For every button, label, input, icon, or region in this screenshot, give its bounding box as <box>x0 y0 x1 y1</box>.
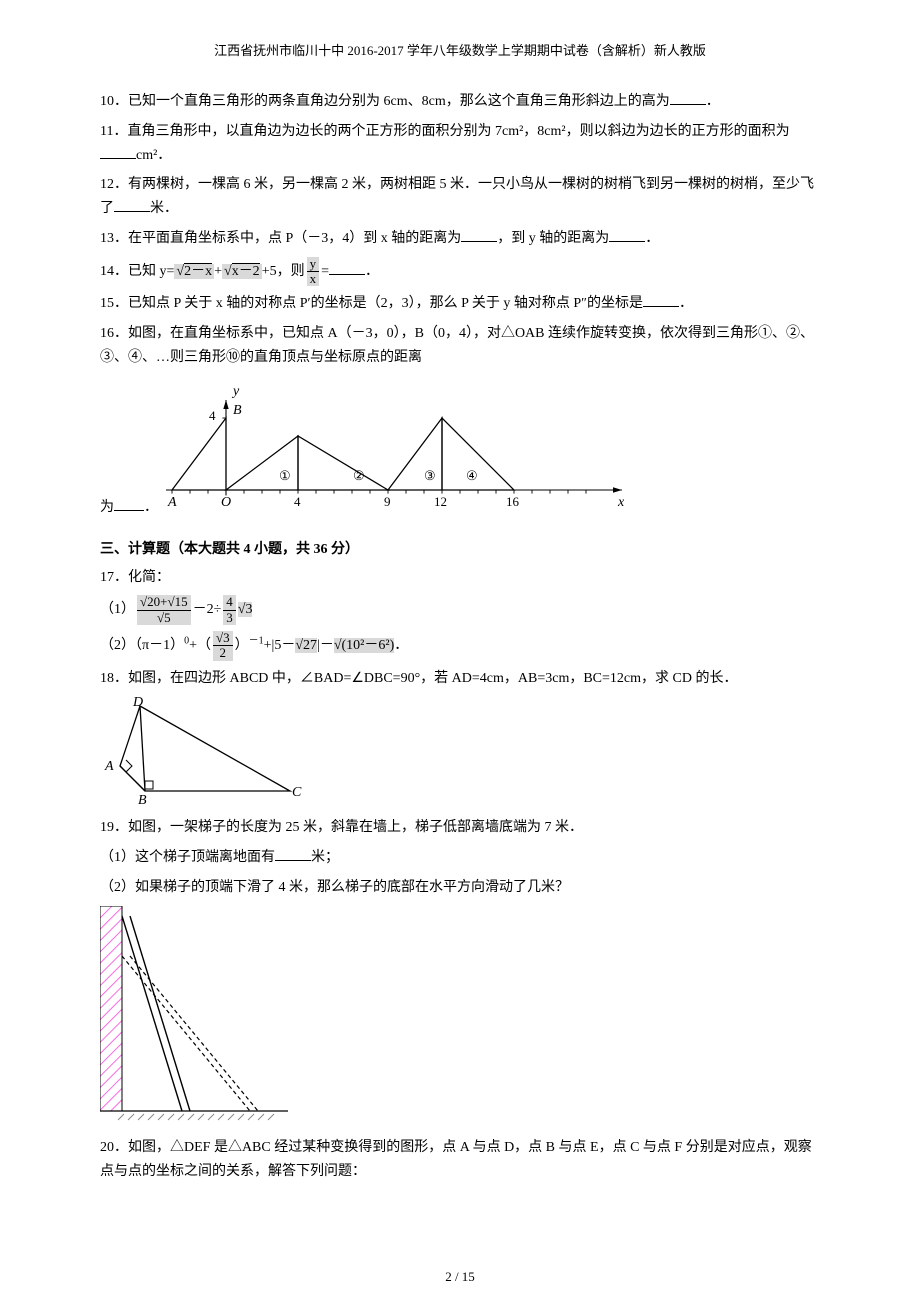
fig16-label-A: A <box>167 495 177 510</box>
q10-text: 10．已知一个直角三角形的两条直角边分别为 6cm、8cm，那么这个直角三角形斜… <box>100 94 670 109</box>
q14-eq: = <box>321 264 329 279</box>
q17-1-pre: （1） <box>100 602 135 617</box>
fig16-y4: 4 <box>209 408 216 423</box>
question-11: 11．直角三角形中，以直角边为边长的两个正方形的面积分别为 7cm²，8cm²，… <box>100 120 820 168</box>
q14-text-b: +5，则 <box>262 264 305 279</box>
q17-part2: （2）（π－1）0+（√32）－1+|5－√27|－√(10²－6²)． <box>100 631 820 661</box>
q17-2-expn1: －1 <box>249 635 264 646</box>
q17-2-dot: ． <box>394 638 408 653</box>
question-17: 17．化简： <box>100 566 820 590</box>
blank-14 <box>329 260 365 275</box>
question-15: 15．已知点 P 关于 x 轴的对称点 P′的坐标是（2，3），那么 P 关于 … <box>100 292 820 316</box>
q17-2-sqrt27: √27 <box>295 638 317 653</box>
svg-text:B: B <box>138 793 147 806</box>
q17-2-paren: ） <box>235 638 249 653</box>
q14-root1: √2－x <box>174 264 214 279</box>
fig16-c4: ④ <box>466 468 478 483</box>
fig16-tick-9: 9 <box>384 494 391 509</box>
q14-text-a: 14．已知 y= <box>100 264 174 279</box>
fig16-label-B: B <box>233 403 242 418</box>
q14-frac: yx <box>307 257 320 287</box>
fig16-y: y <box>231 384 240 399</box>
q15-text-a: 15．已知点 P 关于 x 轴的对称点 P′的坐标是（2，3），那么 P 关于 … <box>100 296 643 311</box>
q17-1-frac1: √20+√15√5 <box>137 595 191 625</box>
q19-1b: 米； <box>311 850 339 865</box>
fig16-tick-16: 16 <box>506 494 520 509</box>
blank-10 <box>670 90 706 105</box>
svg-text:C: C <box>292 785 302 800</box>
blank-13b <box>609 227 645 242</box>
q17-1-mid: －2÷ <box>193 602 222 617</box>
q14-root2: √x－2 <box>222 264 262 279</box>
fig16-x: x <box>617 495 625 510</box>
q13-text-b: ，到 y 轴的距离为 <box>497 231 609 246</box>
q17-2-frac: √32 <box>213 631 233 661</box>
question-18: 18．如图，在四边形 ABCD 中，∠BAD=∠DBC=90°，若 AD=4cm… <box>100 667 820 691</box>
question-13: 13．在平面直角坐标系中，点 P（－3，4）到 x 轴的距离为 ，到 y 轴的距离… <box>100 227 820 251</box>
blank-15 <box>643 292 679 307</box>
question-16: 16．如图，在直角坐标系中，已知点 A（－3，0），B（0，4），对△OAB 连… <box>100 322 820 370</box>
fig16-c2: ② <box>353 468 365 483</box>
blank-16 <box>114 496 144 511</box>
figure-18: A D B C <box>100 696 820 806</box>
figure-19 <box>100 906 820 1126</box>
q19-part2: （2）如果梯子的顶端下滑了 4 米，那么梯子的底部在水平方向滑动了几米？ <box>100 876 820 900</box>
q16-prefix: 为． <box>100 496 158 520</box>
blank-13a <box>461 227 497 242</box>
q17-2-pre: （2）（π－1） <box>100 638 184 653</box>
q10-end: ． <box>706 94 720 109</box>
q17-2-plus: +（ <box>189 638 211 653</box>
q17-1-sqrt3: √3 <box>238 602 253 617</box>
question-10: 10．已知一个直角三角形的两条直角边分别为 6cm、8cm，那么这个直角三角形斜… <box>100 90 820 114</box>
q19-1a: （1）这个梯子顶端离地面有 <box>100 850 275 865</box>
fig16-label-O: O <box>221 495 231 510</box>
q11-text-b: cm²． <box>136 148 171 163</box>
fig16-tick-4: 4 <box>294 494 301 509</box>
blank-12 <box>114 197 150 212</box>
question-14: 14．已知 y=√2－x+√x－2+5，则yx= ． <box>100 257 820 287</box>
svg-text:D: D <box>132 696 143 710</box>
q14-plus: + <box>214 264 222 279</box>
page-header: 江西省抚州市临川十中 2016-2017 学年八年级数学上学期期中试卷（含解析）… <box>100 40 820 62</box>
fig16-c3: ③ <box>424 468 436 483</box>
q17-2-last: √(10²－6²) <box>334 638 394 653</box>
q13-text-a: 13．在平面直角坐标系中，点 P（－3，4）到 x 轴的距离为 <box>100 231 461 246</box>
q14-text-c: ． <box>365 264 379 279</box>
figure-16: A O 4 9 12 16 x y 4 B ① ② ③ ④ <box>166 380 636 510</box>
question-12: 12．有两棵树，一棵高 6 米，另一棵高 2 米，两树相距 5 米．一只小鸟从一… <box>100 173 820 221</box>
q19-part1: （1）这个梯子顶端离地面有 米； <box>100 846 820 870</box>
fig16-c1: ① <box>279 468 291 483</box>
q17-part1: （1）√20+√15√5－2÷43√3 <box>100 595 820 625</box>
q15-text-b: ． <box>679 296 693 311</box>
section-3-title: 三、计算题（本大题共 4 小题，共 36 分） <box>100 538 820 562</box>
q11-text-a: 11．直角三角形中，以直角边为边长的两个正方形的面积分别为 7cm²，8cm²，… <box>100 124 790 139</box>
blank-19 <box>275 846 311 861</box>
page-number: 2 / 15 <box>0 1266 920 1288</box>
q17-2-abs-a: +|5－ <box>264 638 296 653</box>
figure-16-row: 为． <box>100 376 820 520</box>
q17-1-frac2: 43 <box>223 595 236 625</box>
q13-text-c: ． <box>645 231 659 246</box>
q12-text-b: 米． <box>150 201 178 216</box>
fig16-tick-12: 12 <box>434 494 447 509</box>
q17-2-abs-b: |－ <box>317 638 334 653</box>
q16-text-a: 16．如图，在直角坐标系中，已知点 A（－3，0），B（0，4），对△OAB 连… <box>100 326 814 365</box>
question-20: 20．如图，△DEF 是△ABC 经过某种变换得到的图形，点 A 与点 D，点 … <box>100 1136 820 1184</box>
q12-text-a: 12．有两棵树，一棵高 6 米，另一棵高 2 米，两树相距 5 米．一只小鸟从一… <box>100 177 814 216</box>
blank-11 <box>100 144 136 159</box>
svg-text:A: A <box>104 759 114 774</box>
question-19: 19．如图，一架梯子的长度为 25 米，斜靠在墙上，梯子低部离墙底端为 7 米． <box>100 816 820 840</box>
